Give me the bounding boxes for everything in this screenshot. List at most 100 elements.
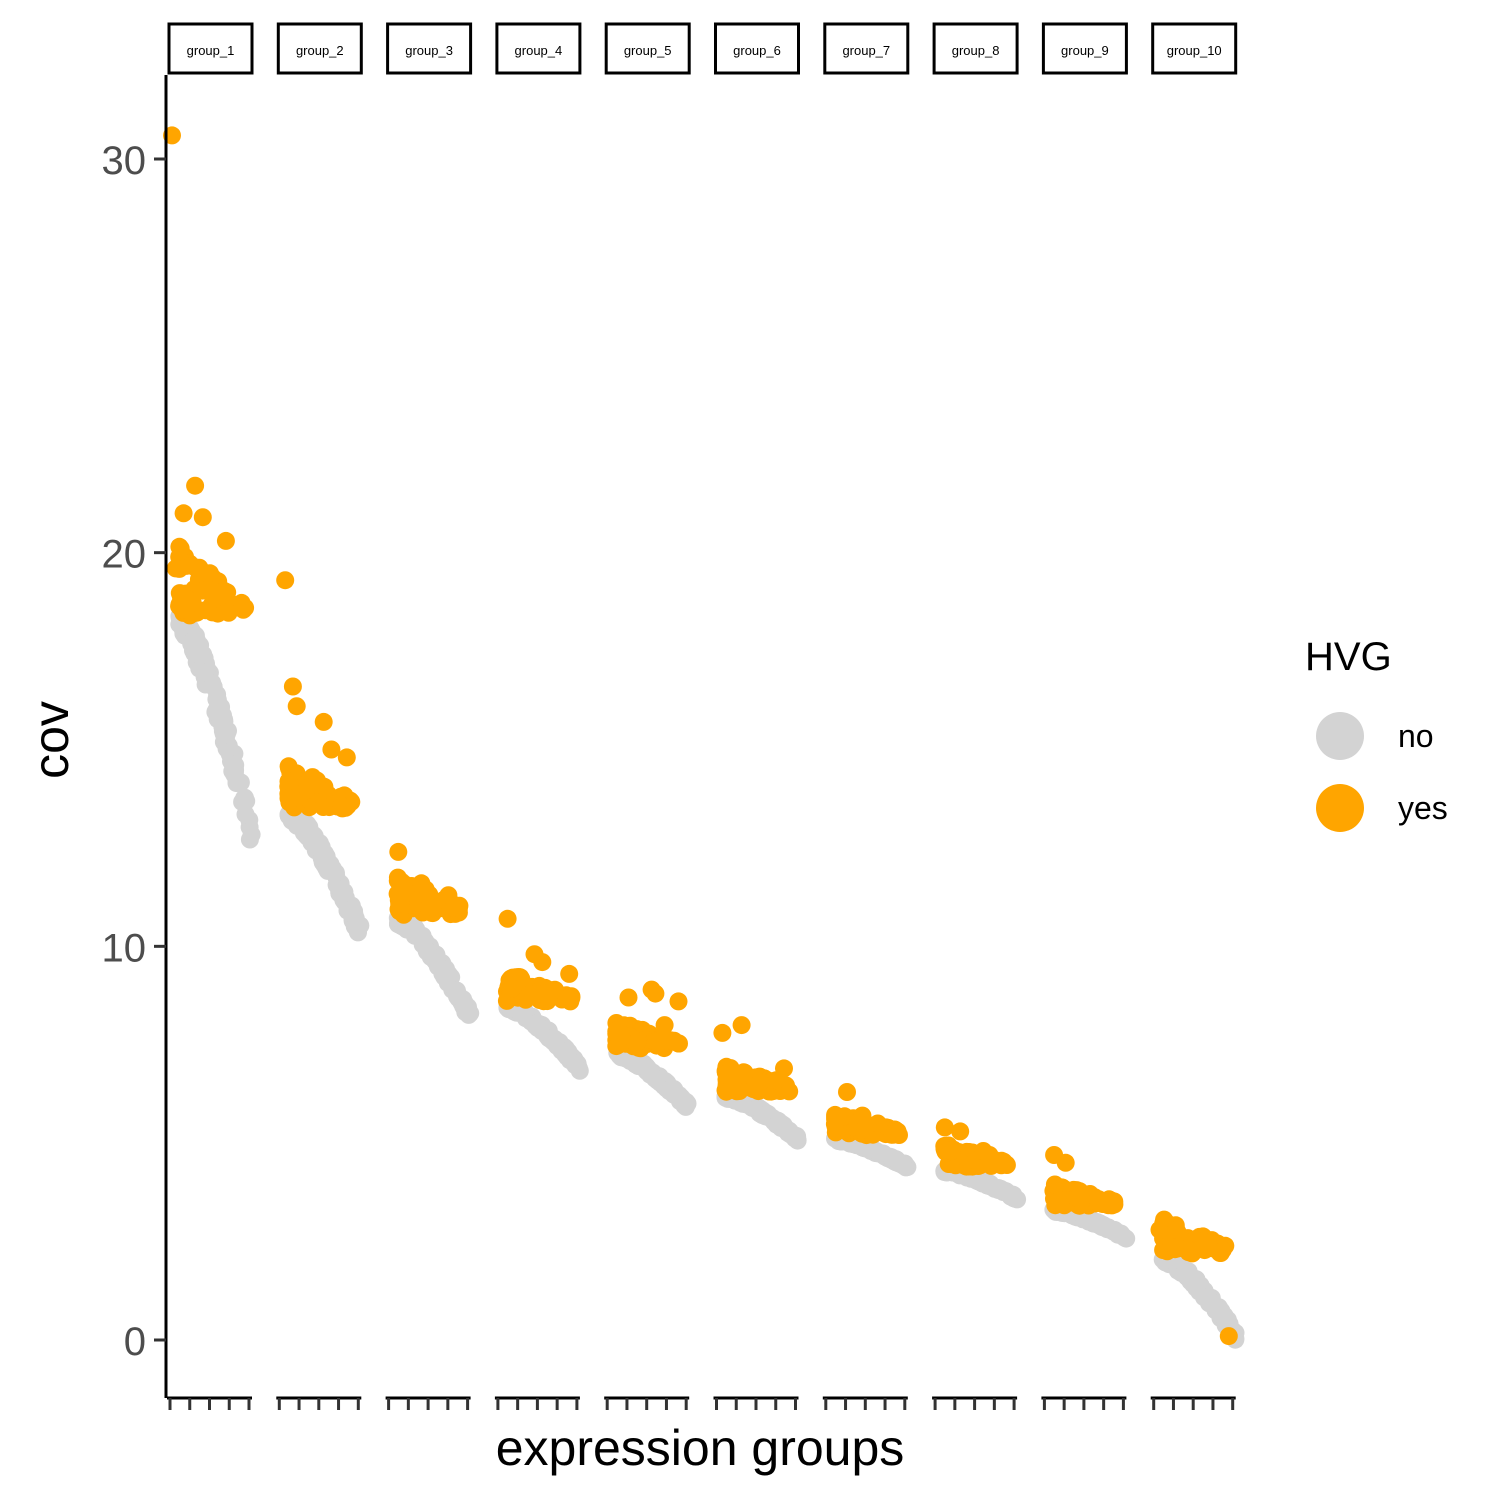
point-yes bbox=[1150, 1220, 1169, 1239]
point-yes bbox=[1056, 1153, 1075, 1172]
point-yes bbox=[203, 603, 222, 622]
facet-points-4 bbox=[497, 909, 589, 1080]
facet-strip-label: group_3 bbox=[405, 43, 453, 58]
point-yes bbox=[186, 476, 205, 495]
facet-strip-label: group_6 bbox=[733, 43, 781, 58]
point-yes bbox=[298, 778, 317, 797]
facet-strips: group_1 group_2 group_3 group_4 group_5 group… bbox=[167, 22, 1238, 75]
point-yes bbox=[1182, 1242, 1201, 1260]
point-no bbox=[1077, 1210, 1096, 1229]
data-points bbox=[163, 126, 1245, 1349]
x-axis-panel-1 bbox=[167, 1396, 252, 1410]
facet-strip-label: group_7 bbox=[842, 43, 890, 58]
point-yes bbox=[190, 558, 209, 577]
x-axis-panel-3 bbox=[385, 1396, 471, 1410]
facet-strip-box bbox=[604, 22, 691, 75]
point-yes bbox=[333, 797, 352, 816]
point-yes bbox=[216, 531, 235, 550]
x-axis-panel-8 bbox=[932, 1396, 1018, 1410]
facet-strip-8: group_8 bbox=[932, 22, 1019, 75]
x-axis-title: expression groups bbox=[496, 1420, 905, 1476]
legend-key-no bbox=[1316, 712, 1364, 760]
point-yes bbox=[1102, 1192, 1121, 1211]
point-yes bbox=[423, 898, 442, 917]
point-yes bbox=[646, 984, 665, 1003]
point-yes bbox=[669, 992, 688, 1011]
facet-strip-3: group_3 bbox=[386, 22, 473, 75]
facet-strip-label: group_5 bbox=[624, 43, 672, 58]
point-yes bbox=[205, 590, 223, 609]
facet-strip-box bbox=[167, 22, 254, 75]
point-yes bbox=[439, 886, 458, 905]
point-no bbox=[312, 849, 331, 868]
facet-strip-6: group_6 bbox=[714, 22, 800, 75]
y-tick-label: 20 bbox=[102, 533, 147, 577]
point-yes bbox=[412, 874, 431, 893]
facet-points-5 bbox=[607, 980, 697, 1116]
point-no bbox=[641, 1063, 660, 1082]
facet-points-8 bbox=[935, 1118, 1027, 1209]
point-no bbox=[1187, 1270, 1205, 1289]
point-yes bbox=[1219, 1327, 1238, 1346]
point-yes bbox=[529, 984, 547, 1003]
point-no bbox=[1212, 1302, 1231, 1320]
facet-strip-10: group_10 bbox=[1151, 22, 1238, 75]
x-axis-panel-7 bbox=[822, 1396, 908, 1410]
x-axis-panel-5 bbox=[604, 1396, 690, 1410]
point-no bbox=[195, 663, 214, 682]
point-yes bbox=[391, 893, 410, 912]
point-yes bbox=[533, 953, 552, 972]
facet-strip-label: group_2 bbox=[296, 43, 344, 58]
facet-points-2 bbox=[276, 571, 370, 942]
facet-strip-9: group_9 bbox=[1041, 22, 1128, 75]
facet-strip-box bbox=[714, 22, 800, 75]
y-tick-label: 0 bbox=[124, 1320, 146, 1364]
x-axis-panel-10 bbox=[1150, 1396, 1236, 1410]
point-no bbox=[882, 1148, 901, 1167]
facet-points-1 bbox=[163, 126, 261, 849]
point-yes bbox=[1197, 1233, 1216, 1251]
facet-strip-box bbox=[1041, 22, 1128, 75]
y-axis-title: cov bbox=[23, 701, 79, 779]
x-axis-panel-4 bbox=[494, 1396, 580, 1410]
facet-points-3 bbox=[388, 842, 480, 1024]
facet-strip-label: group_8 bbox=[952, 43, 1000, 58]
point-yes bbox=[935, 1140, 954, 1159]
point-yes bbox=[732, 1016, 751, 1035]
point-no bbox=[187, 633, 206, 652]
point-yes bbox=[725, 1067, 743, 1085]
x-axis-panel-2 bbox=[276, 1396, 362, 1410]
point-no bbox=[206, 703, 225, 721]
point-no bbox=[349, 916, 368, 935]
facet-strip-box bbox=[276, 22, 363, 75]
point-yes bbox=[992, 1156, 1011, 1175]
point-yes bbox=[170, 597, 189, 616]
point-no bbox=[305, 827, 324, 846]
point-yes bbox=[722, 1080, 741, 1099]
point-no bbox=[425, 951, 444, 970]
point-yes bbox=[619, 988, 638, 1007]
point-no bbox=[528, 1014, 547, 1033]
facet-strip-box bbox=[495, 22, 582, 75]
point-yes bbox=[751, 1073, 769, 1092]
point-no bbox=[1098, 1219, 1117, 1238]
point-yes bbox=[193, 508, 212, 527]
point-yes bbox=[656, 1031, 675, 1050]
facet-strip-4: group_4 bbox=[495, 22, 582, 75]
facet-strip-box bbox=[1151, 22, 1238, 75]
point-no bbox=[977, 1173, 996, 1192]
facet-strip-label: group_9 bbox=[1061, 43, 1109, 58]
facet-points-7 bbox=[825, 1083, 917, 1177]
point-no bbox=[788, 1127, 807, 1146]
facet-strip-1: group_1 bbox=[167, 22, 254, 75]
point-yes bbox=[236, 598, 255, 617]
facet-strip-5: group_5 bbox=[604, 22, 691, 75]
point-yes bbox=[322, 740, 341, 759]
point-yes bbox=[503, 979, 522, 998]
y-tick-label: 30 bbox=[102, 139, 147, 183]
point-yes bbox=[337, 748, 356, 767]
point-no bbox=[545, 1029, 564, 1048]
point-yes bbox=[558, 989, 576, 1008]
x-axis-panel-9 bbox=[1041, 1396, 1127, 1410]
point-no bbox=[996, 1182, 1015, 1201]
